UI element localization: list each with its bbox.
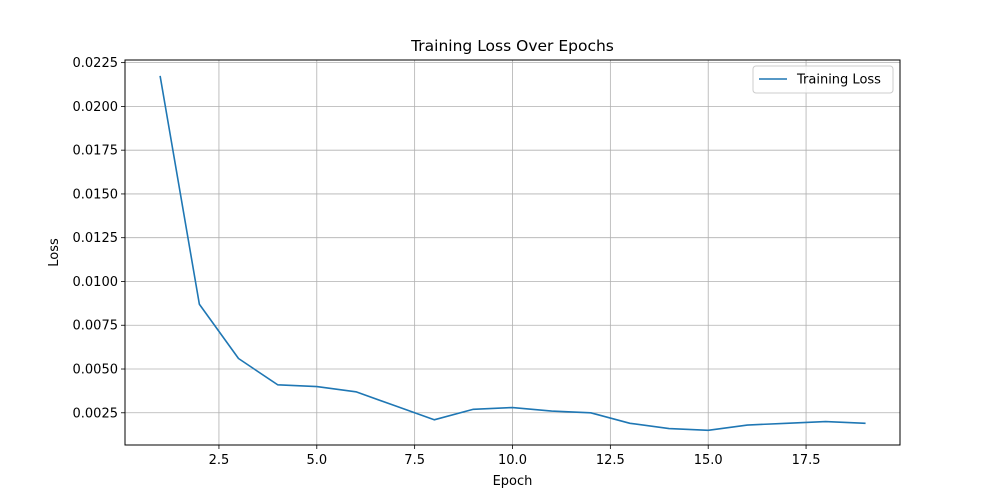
x-axis: 2.5 5.0 7.5 10.0 12.5 15.0 17.5 <box>209 445 821 468</box>
legend-label: Training Loss <box>796 73 881 88</box>
x-tick-label: 12.5 <box>596 453 625 468</box>
series-line-training-loss <box>159 75 866 432</box>
chart-title: Training Loss Over Epochs <box>410 37 614 55</box>
x-axis-title: Epoch <box>493 474 533 489</box>
y-tick-label: 0.0050 <box>73 363 119 378</box>
y-tick-label: 0.0100 <box>73 275 119 290</box>
y-tick-label: 0.0200 <box>73 100 119 115</box>
y-axis-title: Loss <box>47 238 62 267</box>
x-tick-label: 2.5 <box>209 453 230 468</box>
y-tick-label: 0.0150 <box>73 187 119 202</box>
y-tick-label: 0.0025 <box>73 406 119 421</box>
y-tick-label: 0.0125 <box>73 231 119 246</box>
legend: Training Loss <box>752 65 894 94</box>
x-tick-label: 17.5 <box>792 453 821 468</box>
x-tick-label: 5.0 <box>306 453 327 468</box>
y-tick-label: 0.0075 <box>73 319 119 334</box>
x-tick-label: 7.5 <box>404 453 425 468</box>
y-axis: 0.0025 0.0050 0.0075 0.0100 0.0125 0.0150 0.01… <box>73 56 125 421</box>
y-tick-label: 0.0175 <box>73 144 119 159</box>
x-tick-label: 15.0 <box>694 453 723 468</box>
x-tick-label: 10.0 <box>498 453 527 468</box>
y-tick-label: 0.0225 <box>73 56 119 71</box>
line-layer <box>159 75 866 432</box>
legend-box <box>752 65 894 94</box>
